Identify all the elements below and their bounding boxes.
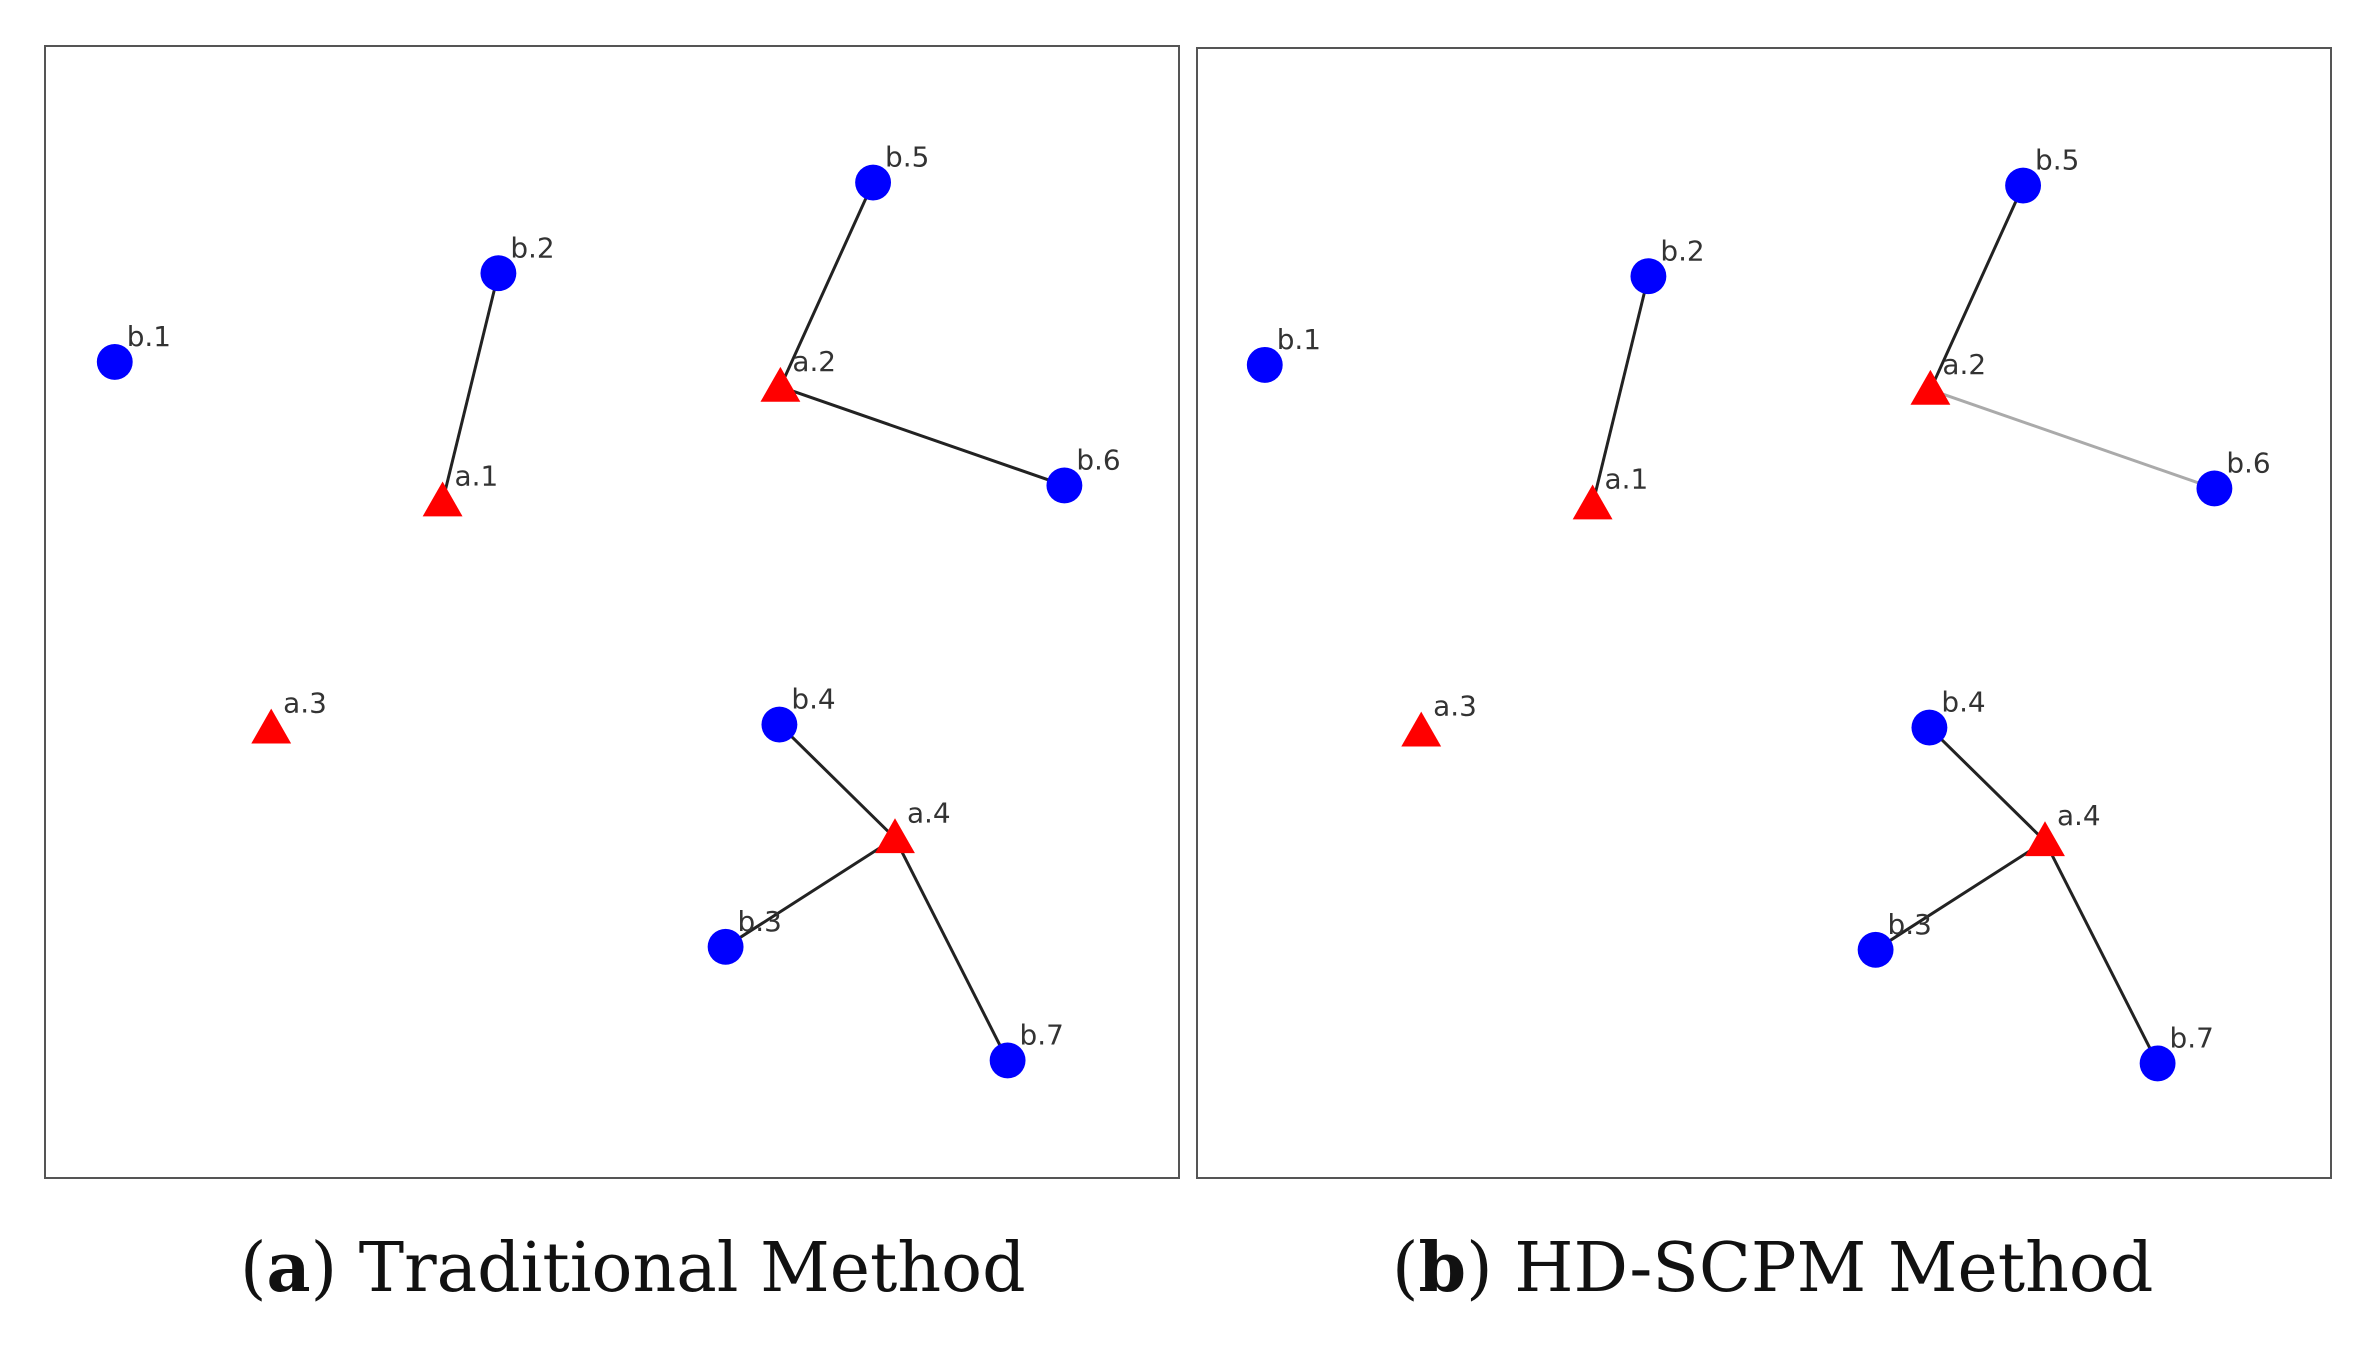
blue-circle-marker bbox=[2005, 167, 2042, 204]
node-label: a.3 bbox=[1433, 690, 1477, 723]
edge-a.2-b.5 bbox=[779, 181, 875, 388]
edge-a.4-b.3 bbox=[1874, 839, 2046, 952]
red-triangle-marker bbox=[875, 818, 915, 854]
caption-text: Traditional Method bbox=[358, 1229, 1026, 1308]
blue-circle-marker bbox=[707, 928, 744, 965]
node-label: a.2 bbox=[1942, 348, 1986, 381]
blue-circle-marker bbox=[480, 255, 517, 292]
blue-circle-marker bbox=[1911, 709, 1948, 746]
red-triangle-marker bbox=[422, 481, 463, 517]
node-label: b.1 bbox=[1277, 323, 1321, 356]
caption-letter: a bbox=[266, 1228, 311, 1308]
caption-letter: b bbox=[1418, 1228, 1467, 1308]
blue-circle-marker bbox=[855, 164, 892, 201]
node-label: b.6 bbox=[1076, 444, 1120, 477]
edge-a.4-b.7 bbox=[893, 837, 1009, 1062]
node-label: b.7 bbox=[1020, 1018, 1064, 1051]
node-label: a.2 bbox=[792, 345, 836, 378]
panel-traditional: b.1 b.2 b.3 b.4 b.5 b.6 b.7 a.1 a.2 a.3 a.4 bbox=[44, 45, 1180, 1179]
node-label: b.3 bbox=[1888, 908, 1932, 941]
blue-circle-marker bbox=[1246, 346, 1283, 383]
blue-circle-marker bbox=[2139, 1045, 2176, 1082]
graph-hd-scpm: b.1 b.2 b.3 b.4 b.5 b.6 b.7 a.1 a.2 a.3 a.4 bbox=[1246, 144, 2271, 1082]
node-label: b.4 bbox=[791, 683, 835, 716]
blue-circle-marker bbox=[1630, 258, 1667, 295]
node-label: a.1 bbox=[455, 459, 499, 492]
graph-traditional: b.1 b.2 b.3 b.4 b.5 b.6 b.7 a.1 a.2 a.3 a.4 bbox=[96, 141, 1121, 1079]
red-triangle-marker bbox=[1401, 711, 1442, 747]
edge-a.2-b.5 bbox=[1929, 184, 2025, 391]
node-label: b.4 bbox=[1941, 686, 1985, 719]
caption-traditional: (a) Traditional Method bbox=[240, 1228, 1026, 1308]
node-label: b.5 bbox=[2035, 144, 2079, 177]
blue-circle-marker bbox=[1857, 931, 1894, 968]
node-label: b.5 bbox=[885, 141, 929, 174]
node-label: a.4 bbox=[2057, 799, 2101, 832]
edge-a.4-b.7 bbox=[2043, 840, 2159, 1065]
edge-a.4-b.3 bbox=[724, 836, 896, 949]
node-label: b.3 bbox=[738, 905, 782, 938]
node-label: b.2 bbox=[1660, 234, 1704, 267]
caption-hd-scpm: (b) HD-SCPM Method bbox=[1392, 1228, 2154, 1308]
node-label: b.6 bbox=[2226, 446, 2270, 479]
node-label: b.7 bbox=[2170, 1021, 2214, 1054]
red-triangle-marker bbox=[760, 366, 801, 402]
red-triangle-marker bbox=[2025, 821, 2065, 857]
node-label: b.2 bbox=[510, 231, 554, 264]
red-triangle-marker bbox=[1910, 369, 1951, 405]
blue-circle-marker bbox=[989, 1042, 1026, 1079]
red-triangle-marker bbox=[251, 708, 292, 744]
node-label: a.3 bbox=[283, 687, 327, 720]
blue-circle-marker bbox=[1046, 467, 1083, 504]
node-label: a.4 bbox=[907, 796, 951, 829]
red-triangle-marker bbox=[1572, 484, 1613, 520]
edge-a.1-b.2 bbox=[1591, 275, 1650, 505]
node-label: a.1 bbox=[1605, 462, 1649, 495]
edge-a.1-b.2 bbox=[441, 272, 500, 502]
panel-hd-scpm: b.1 b.2 b.3 b.4 b.5 b.6 b.7 a.1 a.2 a.3 a.4 bbox=[1196, 47, 2332, 1179]
edge-a.2-b.6 bbox=[779, 385, 1065, 487]
blue-circle-marker bbox=[96, 343, 133, 380]
blue-circle-marker bbox=[2196, 470, 2233, 507]
caption-text: HD-SCPM Method bbox=[1514, 1229, 2154, 1308]
edge-a.4-b.4 bbox=[1928, 726, 2047, 843]
blue-circle-marker bbox=[761, 706, 798, 743]
edge-a.4-b.4 bbox=[778, 723, 897, 840]
node-label: b.1 bbox=[127, 320, 171, 353]
edge-a.2-b.6 bbox=[1929, 388, 2215, 490]
